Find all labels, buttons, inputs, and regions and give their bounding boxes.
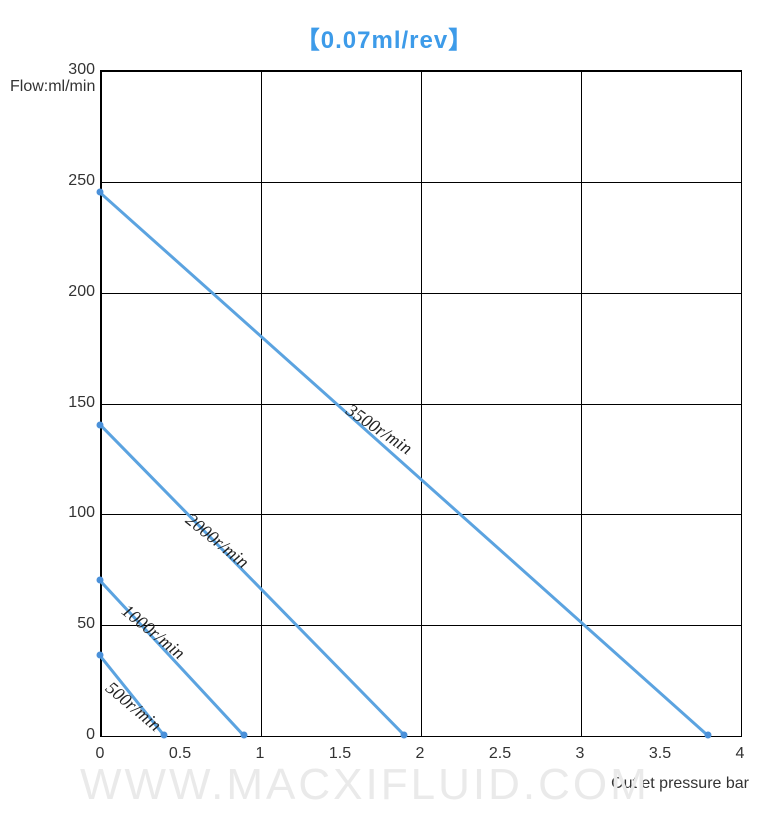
grid-line xyxy=(101,625,741,626)
data-point xyxy=(401,732,408,739)
grid-line xyxy=(101,293,741,294)
data-point xyxy=(97,652,104,659)
x-tick-label: 4 xyxy=(736,745,745,763)
grid-line xyxy=(101,182,741,183)
grid-line xyxy=(101,736,741,737)
y-tick-label: 0 xyxy=(55,726,95,744)
data-point xyxy=(97,576,104,583)
data-point xyxy=(241,732,248,739)
grid-line xyxy=(741,71,742,736)
y-tick-label: 200 xyxy=(55,283,95,301)
y-tick-label: 150 xyxy=(55,394,95,412)
chart-area: 00.511.522.533.54050100150200250300Flow:… xyxy=(0,0,769,831)
grid-line xyxy=(101,404,741,405)
data-point xyxy=(161,732,168,739)
y-axis-label: Flow:ml/min xyxy=(10,78,95,96)
data-point xyxy=(705,732,712,739)
y-tick-label: 300 xyxy=(55,61,95,79)
data-point xyxy=(97,421,104,428)
y-tick-label: 100 xyxy=(55,504,95,522)
data-point xyxy=(97,188,104,195)
y-tick-label: 250 xyxy=(55,172,95,190)
plot-area xyxy=(100,70,742,737)
grid-line xyxy=(101,71,741,72)
x-tick-label: 3.5 xyxy=(649,745,671,763)
y-tick-label: 50 xyxy=(55,615,95,633)
watermark: WWW.MACXIFLUID.COM xyxy=(80,760,650,810)
